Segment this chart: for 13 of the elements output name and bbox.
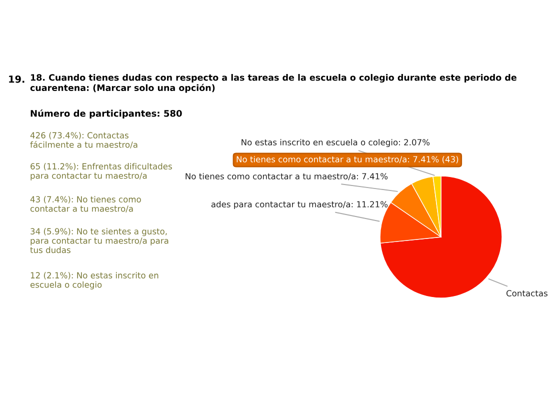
text: 34 (5.9%): No te sientes a gusto, para contactar tu maestro/a para tus dudas [30, 228, 168, 254]
text: No tienes como contactar a tu maestro/a: 7.41% [186, 172, 388, 180]
text: 12 (2.1%): No estas inscrito en escuela o colegio [30, 272, 158, 290]
text: 19. [9, 75, 24, 83]
text: ades para contactar tu maestro/a: 11.21% [211, 200, 388, 210]
text: 65 (11.2%): Enfrentas dificultades para contactar tu maestro/a [30, 163, 172, 180]
text: 426 (73.4%): Contactas fácilmente a tu maestro/a [30, 132, 138, 148]
text: 43 (7.4%): No tienes como contactar a tu maestro/a [30, 196, 141, 212]
text: Contactas [506, 290, 548, 296]
text: Número de participantes: 580 [30, 109, 182, 119]
text: No tienes como contactar a tu maestro/a: 7.41% (43) [236, 156, 458, 164]
text: 18. Cuando tienes dudas con respecto a las tareas de la escuela o colegio durante este periodo de cuarentena: (Marcar solo una opción) [30, 74, 516, 93]
text: No estas inscrito en escuela o colegio: 2.07% [242, 138, 430, 148]
